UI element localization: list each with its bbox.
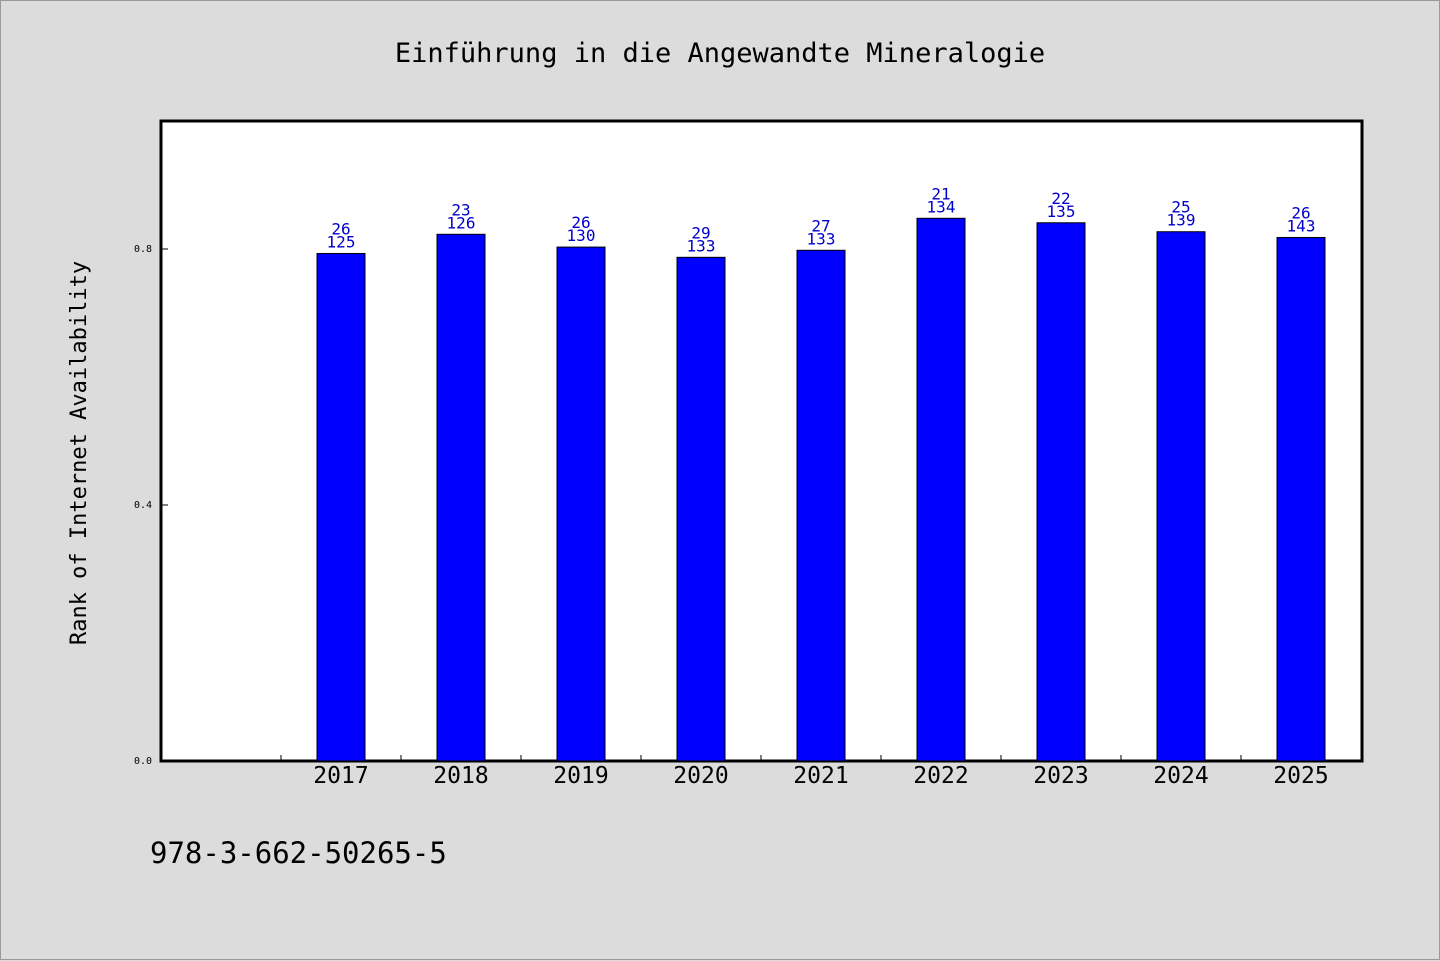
bar-2022 [916, 217, 966, 762]
x-tick-label-2019: 2019 [553, 763, 608, 789]
bar-label-top-2022: 21 [931, 184, 950, 203]
bar-label-top-2024: 25 [1171, 198, 1190, 217]
x-tick-label-2017: 2017 [313, 763, 368, 789]
bar-label-bottom-2021: 133 [807, 229, 836, 248]
bar-label-bottom-2020: 133 [687, 236, 716, 255]
x-tick-label-2024: 2024 [1153, 763, 1208, 789]
bar-label-bottom-2025: 143 [1287, 216, 1316, 235]
bar-2024 [1156, 231, 1206, 762]
bar-label-bottom-2024: 139 [1167, 211, 1196, 230]
bar-label-top-2017: 26 [331, 219, 350, 238]
x-tick-label-2021: 2021 [793, 763, 848, 789]
x-tick-label-2023: 2023 [1033, 763, 1088, 789]
bar-label-bottom-2017: 125 [327, 232, 356, 251]
bar-2018 [436, 233, 486, 762]
y-tick-label-1: 0.4 [134, 500, 152, 511]
x-tick-label-2025: 2025 [1273, 763, 1328, 789]
footer-isbn: 978-3-662-50265-5 [150, 836, 447, 870]
bar-label-top-2018: 23 [451, 200, 470, 219]
bar-label-bottom-2022: 134 [927, 197, 956, 216]
chart-title: Einführung in die Angewandte Mineralogie [395, 38, 1045, 69]
y-tick-label-0: 0.0 [134, 756, 152, 767]
bar-2021 [796, 249, 846, 762]
y-tick-label-2: 0.8 [134, 244, 152, 255]
x-tick-label-2022: 2022 [913, 763, 968, 789]
bar-2025 [1276, 236, 1326, 762]
bar-label-top-2019: 26 [571, 213, 590, 232]
bar-label-bottom-2018: 126 [447, 213, 476, 232]
bar-label-top-2025: 26 [1291, 203, 1310, 222]
ticks-layer: 2017 2018 2019 2020 2021 2022 2023 2024 2025 0.0 0… [134, 244, 1329, 789]
x-tick-label-2018: 2018 [433, 763, 488, 789]
bar-label-top-2023: 22 [1051, 189, 1070, 208]
y-axis-label: Rank of Internet Availability [67, 261, 92, 645]
bar-2017 [316, 252, 366, 762]
bar-label-top-2021: 27 [811, 216, 830, 235]
bar-2019 [556, 246, 606, 762]
bar-2020 [676, 256, 726, 762]
bar-label-top-2020: 29 [691, 223, 710, 242]
bar-2023 [1036, 222, 1086, 762]
x-tick-label-2020: 2020 [673, 763, 728, 789]
bar-label-bottom-2019: 130 [567, 226, 596, 245]
bar-label-bottom-2023: 135 [1047, 202, 1076, 221]
